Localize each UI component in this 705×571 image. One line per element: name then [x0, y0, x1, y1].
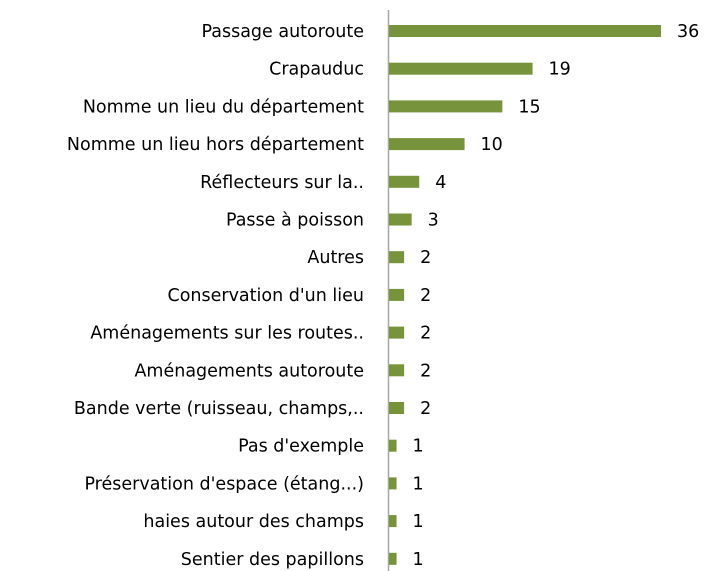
category-label: Conservation d'un lieu	[167, 286, 364, 306]
bar	[389, 62, 533, 75]
category-label: Crapauduc	[269, 60, 364, 80]
value-label: 2	[420, 248, 431, 268]
value-label: 36	[677, 22, 699, 42]
value-label: 2	[420, 286, 431, 306]
bar	[389, 25, 661, 37]
value-label: 1	[413, 474, 424, 494]
category-label: Aménagements sur les routes..	[90, 324, 364, 344]
value-label: 2	[420, 399, 431, 419]
bar	[389, 213, 412, 226]
value-label: 2	[420, 361, 431, 381]
category-label: Préservation d'espace (étang...)	[84, 474, 364, 494]
value-label: 19	[549, 60, 571, 80]
value-label: 3	[428, 211, 439, 231]
value-label: 1	[413, 550, 424, 570]
value-label: 1	[413, 437, 424, 457]
category-label: Sentier des papillons	[181, 550, 364, 570]
bar	[389, 515, 397, 528]
value-label: 15	[518, 97, 540, 117]
bar	[389, 477, 397, 490]
category-label: Pas d'exemple	[238, 437, 364, 457]
category-label: Autres	[307, 248, 364, 268]
bar	[389, 100, 503, 113]
category-label: Nomme un lieu hors département	[67, 135, 364, 155]
bar	[389, 552, 397, 565]
category-label: Réflecteurs sur la..	[200, 173, 364, 193]
category-label: Passage autoroute	[201, 22, 364, 42]
category-label: haies autour des champs	[143, 512, 364, 532]
bar	[389, 175, 420, 188]
bar	[389, 439, 397, 452]
bar	[389, 364, 405, 377]
category-label: Aménagements autoroute	[134, 361, 364, 381]
bar	[389, 326, 405, 339]
value-label: 10	[481, 135, 503, 155]
bar	[389, 402, 405, 414]
value-label: 1	[413, 512, 424, 532]
value-label: 2	[420, 324, 431, 344]
bar	[389, 288, 405, 301]
category-label: Passe à poisson	[226, 211, 364, 231]
bar	[389, 138, 465, 151]
value-label: 4	[435, 173, 446, 193]
bar	[389, 251, 405, 264]
category-label: Bande verte (ruisseau, champs,..	[74, 399, 364, 419]
category-label: Nomme un lieu du département	[83, 97, 364, 117]
